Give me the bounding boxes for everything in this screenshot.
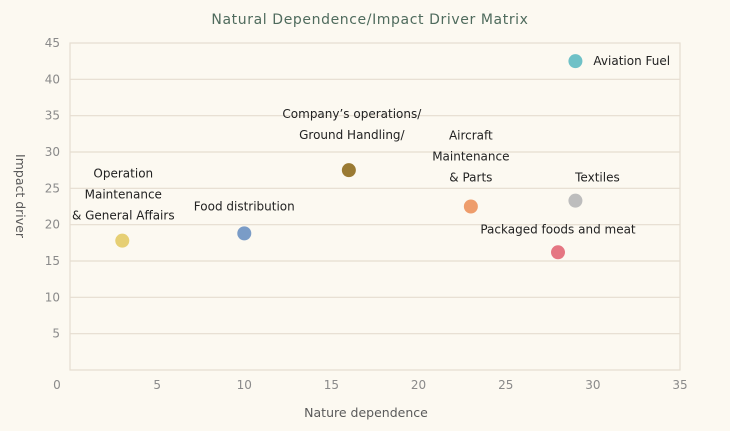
- data-point: [341, 163, 356, 178]
- plot-area: [69, 42, 681, 371]
- x-tick-label: 25: [498, 378, 513, 392]
- x-tick-label: 5: [153, 378, 161, 392]
- x-tick-label: 20: [411, 378, 426, 392]
- point-label: & Parts: [449, 171, 492, 185]
- x-tick-label: 35: [672, 378, 687, 392]
- data-point: [568, 193, 583, 208]
- data-point: [237, 226, 252, 241]
- point-label: Aircraft: [449, 129, 493, 143]
- y-axis-label: Impact driver: [13, 154, 28, 239]
- point-label: Food distribution: [194, 199, 295, 213]
- chart-title: Natural Dependence/Impact Driver Matrix: [211, 12, 528, 28]
- y-tick-label: 45: [45, 36, 60, 50]
- point-label: Ground Handling/: [299, 128, 405, 142]
- data-point: [568, 54, 583, 69]
- point-label: Textiles: [574, 171, 620, 185]
- y-tick-label: 35: [45, 109, 60, 123]
- y-tick-label: 15: [45, 254, 60, 268]
- data-point: [551, 245, 565, 260]
- point-label: Operation: [93, 167, 153, 181]
- x-tick-label: 10: [237, 378, 252, 392]
- point-label: Company’s operations/: [282, 107, 422, 121]
- y-axis-ticks: 5 10 15 20 25 30 35 40 45: [45, 36, 60, 341]
- x-tick-label: 15: [324, 378, 339, 392]
- point-label: Maintenance: [432, 150, 509, 164]
- data-point: [115, 233, 130, 248]
- x-tick-label: 30: [585, 378, 600, 392]
- point-labels: Aviation Fuel Company’s operations/Ground…: [72, 54, 670, 236]
- x-axis-ticks: 0 5 10 15 20 25 30 35: [53, 378, 687, 392]
- data-point: [463, 199, 478, 214]
- y-tick-label: 40: [45, 72, 60, 86]
- point-label: Aviation Fuel: [593, 54, 670, 68]
- data-points: [115, 54, 583, 260]
- y-tick-label: 10: [45, 290, 60, 304]
- y-tick-label: 30: [45, 145, 60, 159]
- y-tick-label: 5: [52, 327, 60, 341]
- point-label: Maintenance: [85, 188, 162, 202]
- y-tick-label: 20: [45, 218, 60, 232]
- y-tick-label: 25: [45, 181, 60, 195]
- x-axis-label: Nature dependence: [304, 405, 428, 420]
- point-label: Packaged foods and meat: [480, 222, 636, 236]
- point-label: & General Affairs: [72, 209, 175, 223]
- grid-lines: [70, 78, 680, 335]
- x-tick-label: 0: [53, 378, 61, 392]
